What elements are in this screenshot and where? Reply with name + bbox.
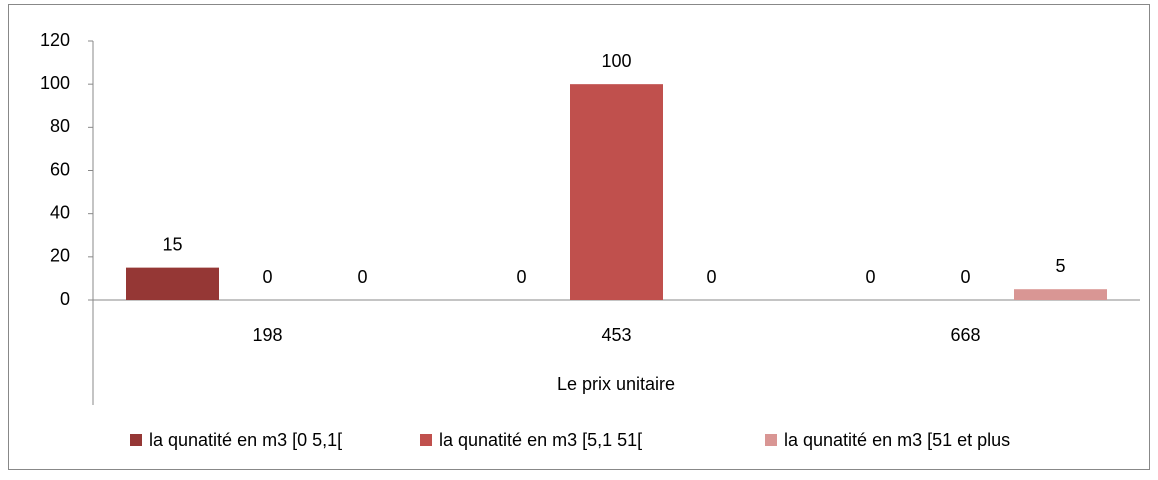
data-label: 5 <box>1055 256 1065 276</box>
data-label: 15 <box>162 234 182 254</box>
y-tick-label: 120 <box>40 30 70 50</box>
x-tick-label: 668 <box>950 325 980 345</box>
legend-swatch <box>420 434 432 446</box>
data-label: 0 <box>357 267 367 287</box>
y-tick-label: 40 <box>50 202 70 222</box>
data-label: 0 <box>516 267 526 287</box>
bar <box>1014 289 1107 300</box>
data-label: 100 <box>601 51 631 71</box>
x-tick-label: 453 <box>601 325 631 345</box>
y-tick-label: 60 <box>50 159 70 179</box>
bar <box>570 84 663 301</box>
data-label: 0 <box>262 267 272 287</box>
data-label: 0 <box>960 267 970 287</box>
legend-label: la qunatité en m3 [51 et plus <box>784 430 1010 450</box>
data-label: 0 <box>865 267 875 287</box>
legend-label: la qunatité en m3 [5,1 51[ <box>439 430 642 450</box>
y-tick-label: 80 <box>50 116 70 136</box>
y-tick-label: 0 <box>60 289 70 309</box>
data-label: 0 <box>706 267 716 287</box>
legend-swatch <box>130 434 142 446</box>
y-tick-label: 20 <box>50 246 70 266</box>
x-axis-label: Le prix unitaire <box>557 374 675 394</box>
legend-swatch <box>765 434 777 446</box>
x-tick-label: 198 <box>252 325 282 345</box>
bar <box>126 267 219 300</box>
y-tick-label: 100 <box>40 73 70 93</box>
legend-label: la qunatité en m3 [0 5,1[ <box>149 430 342 450</box>
